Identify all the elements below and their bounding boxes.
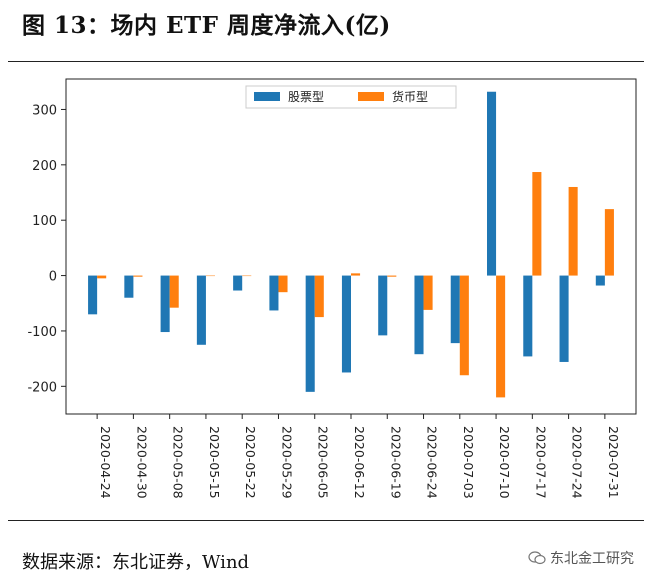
bar-series-2 bbox=[133, 275, 143, 277]
bar-series-1 bbox=[378, 275, 388, 336]
bar-series-2 bbox=[423, 275, 433, 310]
top-rule bbox=[8, 61, 644, 62]
bar-series-2 bbox=[205, 275, 215, 277]
legend: 股票型 货币型 bbox=[245, 85, 457, 109]
bar-series-2 bbox=[496, 275, 506, 398]
bar-series-1 bbox=[305, 275, 315, 392]
watermark: 东北金工研究 bbox=[528, 548, 634, 568]
bar-series-1 bbox=[341, 275, 351, 373]
x-tick-label: 2020-07-03 bbox=[461, 426, 476, 499]
bar-series-2 bbox=[97, 275, 107, 279]
x-tick-label: 2020-04-24 bbox=[98, 426, 113, 499]
bar-series-1 bbox=[487, 91, 497, 276]
x-tick-label: 2020-06-24 bbox=[425, 426, 440, 499]
bar-series-2 bbox=[169, 275, 179, 308]
bar-series-1 bbox=[450, 275, 460, 344]
y-tick-label: -200 bbox=[27, 380, 57, 395]
legend-label: 货币型 bbox=[392, 89, 428, 104]
legend-swatch bbox=[358, 92, 384, 101]
ticks-layer: -200 -100 0 100 200 300 2020-04-24 2020-04-30 20… bbox=[27, 103, 620, 498]
x-tick-label: 2020-05-29 bbox=[279, 426, 294, 499]
x-tick-label: 2020-05-15 bbox=[207, 426, 222, 499]
legend-box bbox=[245, 85, 457, 109]
bar-series-1 bbox=[88, 275, 98, 315]
x-tick-label: 2020-07-24 bbox=[570, 426, 585, 499]
y-tick-label: -100 bbox=[27, 325, 57, 340]
bars-layer bbox=[88, 91, 614, 398]
bar-series-1 bbox=[124, 275, 134, 298]
legend-label: 股票型 bbox=[288, 90, 324, 104]
bar-series-1 bbox=[595, 275, 605, 286]
bar-series-1 bbox=[559, 275, 569, 362]
x-tick-label: 2020-06-19 bbox=[388, 426, 403, 499]
figure-title: 图 13：场内 ETF 周度净流入(亿) bbox=[22, 12, 391, 39]
wechat-icon bbox=[528, 551, 546, 565]
legend-swatch bbox=[254, 92, 280, 101]
bottom-rule bbox=[8, 520, 644, 521]
bar-series-1 bbox=[414, 275, 424, 355]
bar-series-1 bbox=[160, 275, 170, 333]
x-tick-label: 2020-05-22 bbox=[243, 426, 258, 499]
bar-series-2 bbox=[387, 275, 397, 277]
bar-series-2 bbox=[532, 172, 542, 276]
y-tick-label: 100 bbox=[32, 214, 57, 229]
x-tick-label: 2020-04-30 bbox=[134, 426, 149, 499]
bar-series-1 bbox=[269, 275, 279, 311]
x-tick-label: 2020-07-17 bbox=[533, 426, 548, 499]
bar-series-1 bbox=[523, 275, 533, 357]
bar-series-2 bbox=[459, 275, 469, 376]
bar-series-1 bbox=[196, 275, 206, 345]
bar-series-2 bbox=[604, 209, 614, 276]
y-tick-label: 0 bbox=[49, 270, 57, 285]
x-tick-label: 2020-06-05 bbox=[316, 426, 331, 499]
bar-series-1 bbox=[233, 275, 243, 291]
watermark-text: 东北金工研究 bbox=[550, 551, 634, 567]
bar-series-2 bbox=[351, 273, 361, 276]
bar-series-2 bbox=[314, 275, 324, 318]
bar-chart: -200 -100 0 100 200 300 2020-04-24 2020-04-30 20… bbox=[27, 78, 637, 499]
bar-series-2 bbox=[242, 275, 252, 277]
source-note: 数据来源：东北证券，Wind bbox=[22, 552, 250, 573]
y-tick-label: 200 bbox=[32, 159, 57, 174]
x-tick-label: 2020-05-08 bbox=[171, 426, 186, 499]
bar-series-2 bbox=[278, 275, 288, 293]
x-tick-label: 2020-07-31 bbox=[606, 426, 621, 499]
x-tick-label: 2020-07-10 bbox=[497, 426, 512, 499]
y-tick-label: 300 bbox=[32, 103, 57, 118]
bar-series-2 bbox=[568, 186, 578, 276]
x-tick-label: 2020-06-12 bbox=[352, 426, 367, 499]
